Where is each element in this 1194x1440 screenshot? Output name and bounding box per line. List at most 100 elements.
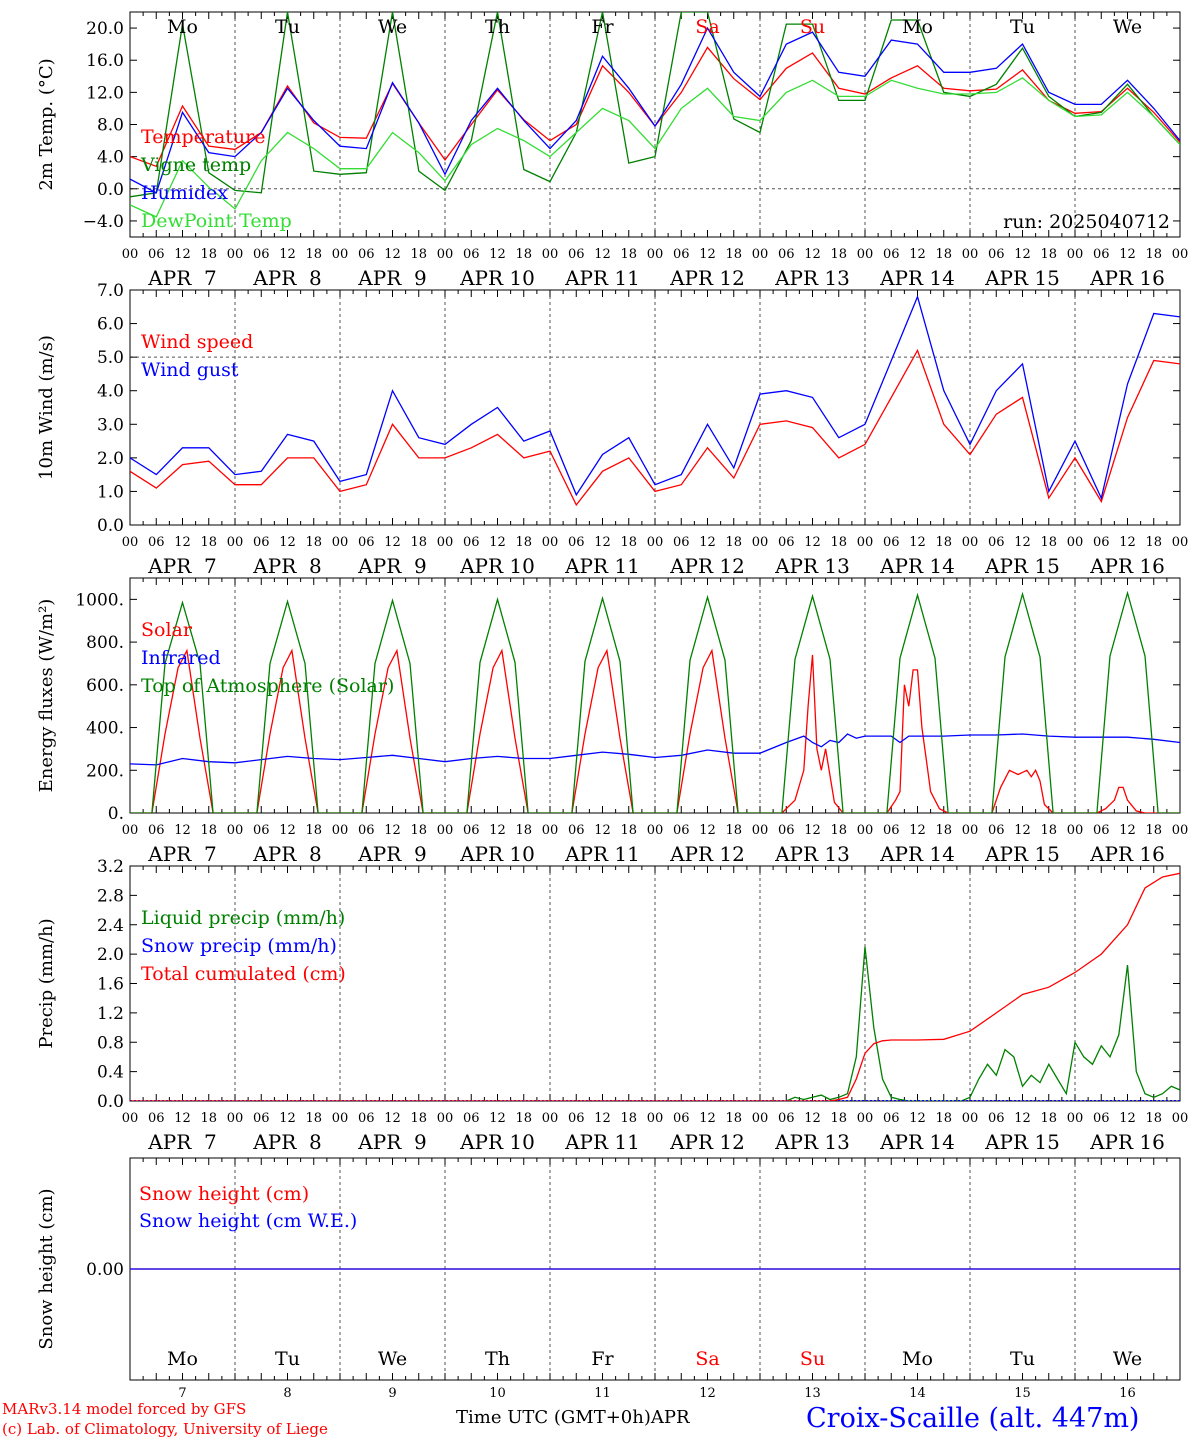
- legend-label: Liquid precip (mm/h): [141, 907, 345, 929]
- legend-label: Total cumulated (cm): [141, 963, 346, 985]
- hour-tick-label: 18: [515, 823, 532, 838]
- hour-tick-label: 06: [148, 247, 165, 262]
- series-line-infrared: [130, 733, 1180, 766]
- hour-tick-label: 18: [830, 823, 847, 838]
- hour-tick-label: 06: [673, 823, 690, 838]
- hour-tick-label: 00: [332, 247, 349, 262]
- y-tick-label: 400.: [86, 719, 124, 739]
- hour-tick-label: 18: [620, 535, 637, 550]
- hour-tick-label: 06: [568, 1111, 585, 1126]
- hour-tick-label: 00: [437, 247, 454, 262]
- day-number-label: 7: [178, 1386, 186, 1401]
- hour-tick-label: 06: [253, 247, 270, 262]
- hour-tick-label: 12: [909, 247, 926, 262]
- date-label: APR 16: [1089, 842, 1165, 866]
- hour-tick-label: 00: [647, 247, 664, 262]
- weekday-label: Su: [800, 1348, 825, 1370]
- y-tick-label: 0.4: [97, 1063, 124, 1083]
- hour-tick-label: 06: [883, 823, 900, 838]
- hour-tick-label: 00: [962, 823, 979, 838]
- legend-label: Snow precip (mm/h): [141, 935, 337, 957]
- y-tick-label: 0.0: [97, 1092, 124, 1112]
- hour-tick-label: 00: [752, 535, 769, 550]
- hour-tick-label: 18: [935, 247, 952, 262]
- y-tick-label: 3.2: [97, 857, 124, 877]
- hour-tick-label: 06: [358, 247, 375, 262]
- date-label: APR 10: [459, 266, 535, 290]
- hour-tick-label: 18: [200, 247, 217, 262]
- weekday-label: We: [1113, 1348, 1142, 1370]
- hour-tick-label: 18: [620, 247, 637, 262]
- day-number-label: 10: [489, 1386, 506, 1401]
- station-name: Croix-Scaille (alt. 447m): [806, 1403, 1140, 1434]
- hour-tick-label: 18: [620, 823, 637, 838]
- legend-label: Solar: [141, 619, 193, 641]
- y-tick-label: 600.: [86, 676, 124, 696]
- hour-tick-label: 12: [699, 1111, 716, 1126]
- hour-tick-label: 06: [463, 535, 480, 550]
- hour-tick-label: 12: [909, 823, 926, 838]
- date-label: APR 12: [669, 1130, 745, 1154]
- hour-tick-label: 00: [542, 247, 559, 262]
- hour-tick-label: 00: [437, 823, 454, 838]
- hour-tick-label: 06: [1093, 247, 1110, 262]
- weekday-label: We: [378, 16, 407, 38]
- y-tick-label: 200.: [86, 761, 124, 781]
- weekday-label: Th: [485, 1348, 510, 1370]
- hour-tick-label: 18: [200, 1111, 217, 1126]
- date-label: APR 16: [1089, 266, 1165, 290]
- hour-tick-label: 12: [489, 535, 506, 550]
- hour-tick-label: 18: [305, 535, 322, 550]
- date-label: APR 16: [1089, 1130, 1165, 1154]
- hour-tick-label: 06: [463, 247, 480, 262]
- weekday-label: Sa: [695, 16, 719, 38]
- y-tick-label: 1.2: [97, 1004, 124, 1024]
- hour-tick-label: 00: [122, 1111, 139, 1126]
- y-tick-label: 0.00: [86, 1260, 124, 1280]
- weekday-label: Fr: [591, 16, 614, 38]
- date-label: APR 12: [669, 266, 745, 290]
- legend-label: Snow height (cm): [139, 1183, 309, 1205]
- hour-tick-label: 12: [594, 247, 611, 262]
- date-label: APR 9: [357, 554, 426, 578]
- y-tick-label: 0.: [108, 804, 124, 824]
- hour-tick-label: 00: [1172, 535, 1189, 550]
- date-label: APR 11: [564, 842, 640, 866]
- series-line-vigne-temp: [130, 12, 1180, 198]
- hour-tick-label: 12: [489, 823, 506, 838]
- hour-tick-label: 18: [1145, 823, 1162, 838]
- date-label: APR 14: [879, 266, 955, 290]
- hour-tick-label: 06: [988, 823, 1005, 838]
- date-label: APR 7: [147, 266, 216, 290]
- day-number-label: 15: [1014, 1386, 1031, 1401]
- hour-tick-label: 12: [1119, 1111, 1136, 1126]
- hour-tick-label: 18: [515, 1111, 532, 1126]
- day-number-label: 8: [283, 1386, 291, 1401]
- date-label: APR 7: [147, 1130, 216, 1154]
- hour-tick-label: 00: [122, 823, 139, 838]
- series-line-total-cumulated-cm-: [130, 872, 1180, 1101]
- hour-tick-label: 06: [883, 535, 900, 550]
- panel-2: 7.0 6.0 5.0 4.0 3.0 2.0 1.0 0.0 10m Wind (m/s) Wi…: [36, 281, 1188, 578]
- y-axis-label: Precip (mm/h): [36, 918, 57, 1048]
- day-number-label: 14: [909, 1386, 926, 1401]
- series-line-solar: [130, 648, 1180, 813]
- hour-tick-label: 18: [1040, 535, 1057, 550]
- hour-tick-label: 18: [830, 535, 847, 550]
- hour-tick-label: 12: [699, 247, 716, 262]
- legend-label: Infrared: [141, 647, 221, 669]
- y-tick-label: 2.0: [97, 945, 124, 965]
- panel-1: 20.0 16.0 12.0 8.0 4.0 0.0 −4.0 2m Temp. (°C) Te…: [36, 11, 1188, 290]
- legend-label: Wind gust: [141, 359, 239, 381]
- weekday-label: We: [378, 1348, 407, 1370]
- hour-tick-label: 18: [305, 247, 322, 262]
- hour-tick-label: 12: [279, 823, 296, 838]
- hour-tick-label: 18: [1040, 1111, 1057, 1126]
- hour-tick-label: 00: [752, 247, 769, 262]
- date-label: APR 7: [147, 842, 216, 866]
- hour-tick-label: 18: [725, 535, 742, 550]
- legend-label: Vigne temp: [140, 154, 251, 176]
- hour-tick-label: 18: [410, 1111, 427, 1126]
- hour-tick-label: 12: [1014, 535, 1031, 550]
- date-label: APR 15: [984, 266, 1060, 290]
